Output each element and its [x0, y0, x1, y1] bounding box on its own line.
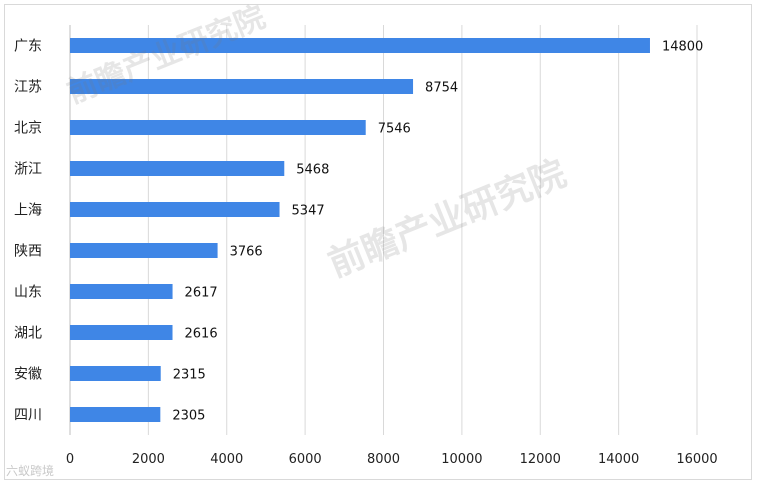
- bar: [70, 243, 218, 258]
- chart-ticks: 0 2000 4000 6000 8000 10000 12000 14000 16000: [66, 452, 718, 467]
- category-label: 安徽: [14, 367, 42, 383]
- x-tick-label: 4000: [210, 452, 243, 467]
- bar: [70, 161, 285, 176]
- bar: [70, 202, 280, 217]
- bar: [70, 38, 650, 53]
- category-label: 江苏: [14, 80, 42, 96]
- chart-bars: [70, 38, 650, 422]
- bar: [70, 79, 414, 94]
- x-tick-label: 8000: [367, 452, 400, 467]
- bar: [70, 284, 173, 299]
- category-label: 北京: [14, 121, 42, 137]
- category-label: 浙江: [14, 162, 42, 178]
- x-tick-label: 6000: [289, 452, 322, 467]
- value-label: 2616: [185, 327, 218, 342]
- value-label: 2617: [185, 286, 218, 301]
- bottom-logo-text: 六蚁跨境: [6, 464, 55, 478]
- chart-labels: 广东 14800 江苏 8754 北京 7546 浙江 5468 上海 5347 陕西 3766 山东 2…: [14, 39, 703, 424]
- value-label: 5347: [292, 204, 325, 219]
- bar: [70, 407, 161, 422]
- category-label: 湖北: [14, 326, 42, 342]
- category-label: 陕西: [14, 244, 42, 260]
- value-label: 8754: [425, 81, 458, 96]
- value-label: 2315: [173, 368, 206, 383]
- value-label: 7546: [378, 122, 411, 137]
- x-tick-label: 14000: [598, 452, 639, 467]
- value-label: 14800: [662, 40, 703, 55]
- x-tick-label: 0: [66, 452, 74, 467]
- x-tick-label: 2000: [132, 452, 165, 467]
- value-label: 5468: [296, 163, 329, 178]
- x-tick-label: 16000: [676, 452, 717, 467]
- category-label: 广东: [14, 39, 42, 55]
- x-tick-label: 12000: [520, 452, 561, 467]
- value-label: 2305: [172, 409, 205, 424]
- bar: [70, 325, 173, 340]
- x-tick-label: 10000: [441, 452, 482, 467]
- category-label: 上海: [14, 203, 42, 219]
- category-label: 山东: [14, 285, 42, 301]
- category-label: 四川: [14, 408, 42, 424]
- value-label: 3766: [230, 245, 263, 260]
- bottom-logo-watermark: 六蚁跨境: [6, 462, 54, 479]
- bar: [70, 120, 366, 135]
- bar: [70, 366, 161, 381]
